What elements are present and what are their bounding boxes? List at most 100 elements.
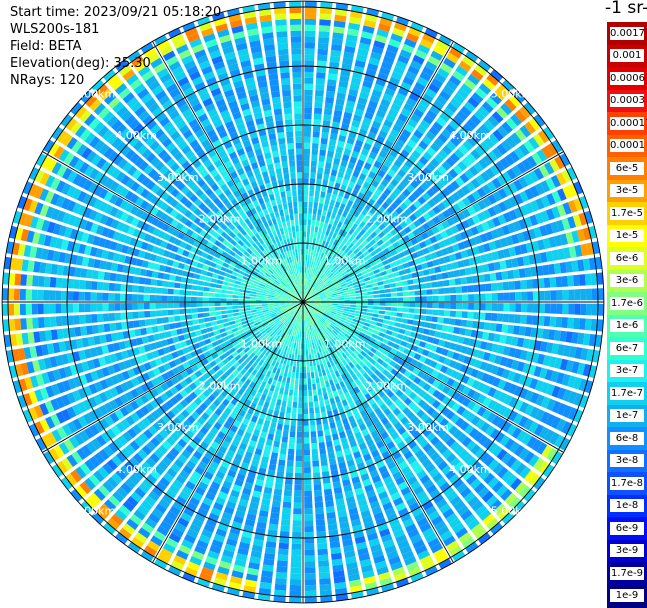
- range-gate: [361, 309, 367, 312]
- range-gate: [431, 282, 438, 288]
- range-gate: [319, 31, 330, 38]
- range-gate: [389, 278, 396, 283]
- range-gate: [139, 320, 146, 327]
- range-gate: [304, 538, 314, 544]
- range-gate: [73, 291, 79, 300]
- range-gate: [305, 597, 317, 603]
- range-gate: [311, 167, 317, 173]
- range-gate: [175, 276, 182, 282]
- range-gate: [289, 437, 295, 443]
- range-gate: [567, 275, 574, 286]
- range-gate: [319, 578, 331, 585]
- range-gate: [203, 303, 209, 307]
- range-gate: [215, 311, 221, 315]
- range-gate: [443, 318, 450, 325]
- range-gate: [79, 303, 85, 312]
- range-gate: [204, 317, 211, 322]
- range-gate: [244, 293, 250, 296]
- range-gate: [222, 281, 228, 285]
- range-gate: [533, 303, 539, 313]
- range-gate: [185, 297, 191, 302]
- range-gate: [331, 194, 337, 201]
- range-gate: [315, 226, 319, 232]
- range-gate: [163, 324, 170, 331]
- range-gate: [291, 555, 301, 561]
- range-gate: [314, 196, 319, 202]
- range-gate: [126, 285, 132, 292]
- range-gate: [304, 502, 312, 508]
- range-gate: [221, 310, 227, 314]
- range-gate: [382, 275, 389, 280]
- range-gate: [305, 561, 316, 567]
- range-gate: [328, 524, 338, 531]
- range-gate: [20, 289, 26, 300]
- range-gate: [308, 384, 312, 390]
- range-gate: [429, 268, 436, 275]
- range-gate: [109, 283, 115, 291]
- range-gate: [367, 309, 373, 312]
- range-gate: [138, 311, 144, 318]
- range-gate: [226, 302, 232, 305]
- range-gate: [355, 293, 361, 296]
- range-gate: [245, 290, 251, 293]
- range-gate: [8, 288, 14, 300]
- range-gate: [168, 316, 175, 322]
- range-gate: [268, 304, 274, 306]
- range-gate: [212, 325, 219, 330]
- range-gate: [491, 283, 497, 291]
- range-gate: [79, 315, 86, 324]
- range-gate: [391, 298, 397, 302]
- range-gate: [304, 414, 309, 420]
- range-gate: [338, 298, 344, 300]
- range-gate: [544, 316, 551, 326]
- range-gate: [304, 273, 306, 279]
- range-gate: [304, 72, 313, 78]
- range-gate: [332, 299, 338, 301]
- range-gate: [195, 330, 202, 336]
- range-gate: [424, 276, 431, 282]
- range-gate: [598, 288, 604, 300]
- range-gate: [218, 275, 225, 280]
- range-gate: [191, 291, 197, 296]
- range-gate: [304, 101, 312, 107]
- range-gate: [108, 303, 114, 311]
- range-gate: [404, 268, 411, 274]
- range-gate: [195, 268, 202, 274]
- range-gate: [322, 210, 327, 217]
- range-gate: [234, 284, 240, 288]
- range-gate: [67, 303, 73, 313]
- range-gate: [210, 283, 216, 288]
- range-gate: [120, 303, 126, 310]
- range-gate: [375, 273, 382, 278]
- range-gate: [391, 303, 397, 307]
- range-gate: [179, 290, 185, 295]
- range-gate: [233, 309, 239, 312]
- range-gate: [215, 298, 221, 302]
- range-gate: [307, 378, 311, 384]
- range-gate: [273, 494, 282, 501]
- range-gate: [284, 389, 289, 395]
- range-gate: [293, 520, 302, 526]
- range-gate: [406, 325, 413, 331]
- range-gate: [222, 318, 228, 322]
- range-gate: [304, 125, 311, 131]
- range-gate: [562, 290, 568, 301]
- range-gate: [219, 271, 226, 276]
- range-gate: [315, 502, 324, 509]
- range-gate: [526, 315, 533, 325]
- range-gate: [305, 25, 316, 31]
- range-gate: [309, 243, 312, 249]
- range-gate: [176, 269, 183, 275]
- range-gate: [598, 304, 604, 316]
- range-gate: [8, 304, 14, 316]
- range-gate: [250, 302, 256, 304]
- range-gate: [303, 243, 305, 249]
- range-gate: [221, 285, 227, 289]
- range-gate: [462, 303, 468, 310]
- range-gate: [370, 321, 376, 326]
- range-gate: [326, 386, 331, 393]
- range-gate: [331, 428, 338, 435]
- range-gate: [386, 298, 392, 302]
- range-gate: [513, 325, 520, 334]
- range-gate: [239, 289, 245, 293]
